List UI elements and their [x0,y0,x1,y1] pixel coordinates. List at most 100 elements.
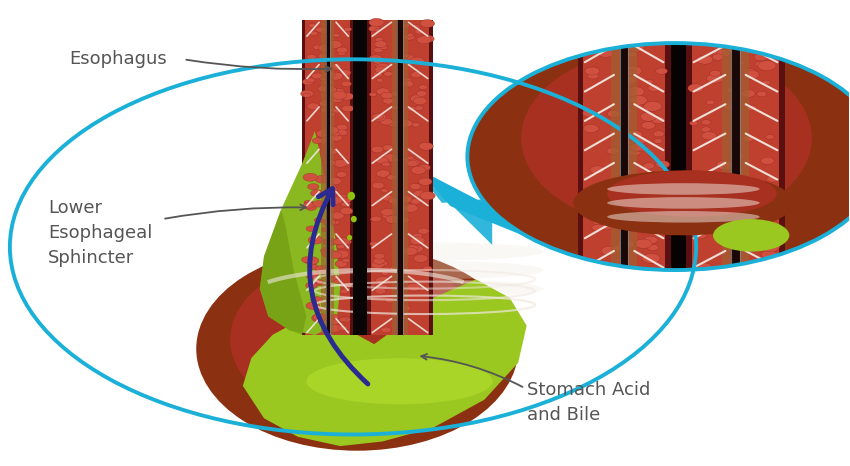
Bar [583,20,665,293]
Circle shape [332,220,339,225]
Circle shape [340,207,353,214]
Circle shape [620,108,632,115]
Circle shape [377,88,389,95]
Circle shape [399,120,413,127]
Circle shape [738,185,754,194]
Circle shape [607,148,619,154]
Circle shape [372,114,383,120]
Circle shape [321,249,337,257]
Circle shape [747,38,758,44]
Circle shape [381,189,388,192]
Circle shape [386,215,400,223]
Ellipse shape [351,216,357,222]
Circle shape [411,199,421,204]
Circle shape [326,185,337,190]
Circle shape [733,261,747,269]
Circle shape [333,239,344,245]
Circle shape [765,29,778,36]
Circle shape [767,176,778,182]
Circle shape [622,69,634,76]
Circle shape [326,317,340,325]
Circle shape [323,219,336,226]
Circle shape [701,182,717,190]
Bar [620,20,628,293]
Circle shape [330,315,339,319]
Circle shape [706,24,723,34]
Circle shape [746,105,757,111]
Circle shape [333,159,348,167]
Circle shape [626,130,643,140]
Circle shape [415,29,424,34]
Circle shape [750,278,767,287]
Circle shape [371,216,382,222]
Ellipse shape [607,183,760,195]
Circle shape [342,81,351,87]
Circle shape [396,21,407,27]
Circle shape [302,257,313,263]
Circle shape [391,199,405,206]
Circle shape [651,116,665,123]
Circle shape [375,288,386,294]
Circle shape [589,185,599,191]
Circle shape [761,260,773,266]
Circle shape [622,89,632,93]
Circle shape [729,153,744,161]
Circle shape [766,135,774,139]
Circle shape [693,231,707,239]
Circle shape [338,325,348,330]
Circle shape [412,233,422,239]
Circle shape [698,263,712,271]
Circle shape [711,274,724,281]
Circle shape [410,57,424,65]
Circle shape [308,184,319,190]
Circle shape [328,275,340,282]
Circle shape [638,204,653,212]
Circle shape [410,184,421,190]
Ellipse shape [468,43,850,270]
Circle shape [393,157,401,162]
Circle shape [328,112,336,116]
Circle shape [313,200,325,207]
Circle shape [722,242,734,248]
Circle shape [611,190,630,199]
Circle shape [414,254,428,262]
Circle shape [760,231,770,236]
Polygon shape [416,171,492,245]
Circle shape [337,244,345,249]
Circle shape [330,134,343,141]
Circle shape [420,192,435,200]
Circle shape [713,222,722,227]
Circle shape [337,47,348,53]
Circle shape [649,187,660,193]
Circle shape [374,48,383,53]
Bar [731,20,740,293]
Ellipse shape [573,171,794,235]
Circle shape [395,313,408,320]
Circle shape [694,276,707,283]
Circle shape [334,250,348,258]
Circle shape [309,31,318,35]
Circle shape [742,136,754,142]
Circle shape [633,136,647,144]
Circle shape [418,228,429,234]
Circle shape [306,226,316,232]
Circle shape [688,84,704,93]
Circle shape [371,146,383,153]
Circle shape [419,143,434,150]
Circle shape [627,52,638,57]
Circle shape [630,144,643,151]
Circle shape [691,204,706,211]
Bar [611,20,638,293]
Ellipse shape [521,47,812,229]
Circle shape [337,124,348,130]
Circle shape [422,266,432,271]
Circle shape [592,225,603,231]
Circle shape [403,247,417,255]
Polygon shape [416,168,571,255]
Circle shape [309,23,316,27]
Circle shape [333,280,341,283]
Polygon shape [260,210,306,335]
Circle shape [305,205,317,211]
Circle shape [394,155,402,160]
Circle shape [375,66,388,73]
